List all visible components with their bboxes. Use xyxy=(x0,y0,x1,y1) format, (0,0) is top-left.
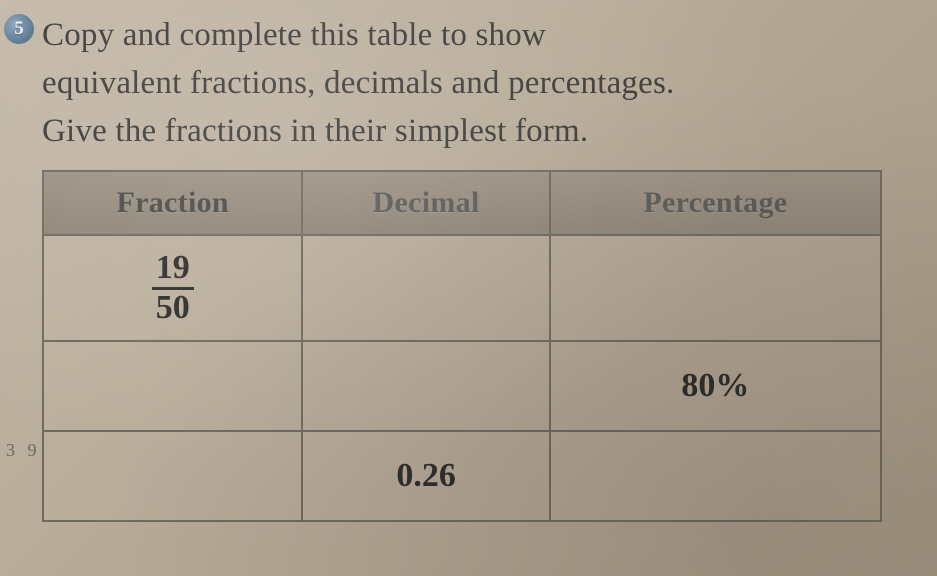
fraction-display: 19 50 xyxy=(152,251,194,325)
cell-decimal xyxy=(302,341,549,431)
question-number-bullet: 5 xyxy=(4,14,34,44)
fraction-denominator: 50 xyxy=(152,287,194,326)
table-row: 0.26 xyxy=(43,431,881,521)
cell-fraction xyxy=(43,341,302,431)
col-header-decimal: Decimal xyxy=(302,171,549,235)
prompt-line-2: equivalent fractions, decimals and perce… xyxy=(42,65,674,101)
cell-fraction: 19 50 xyxy=(43,235,302,341)
equivalence-table: Fraction Decimal Percentage 19 50 80% 0.… xyxy=(42,170,882,522)
table-row: 19 50 xyxy=(43,235,881,341)
cell-decimal: 0.26 xyxy=(302,431,549,521)
prompt-line-3: Give the fractions in their simplest for… xyxy=(42,113,588,149)
question-prompt: Copy and complete this table to show equ… xyxy=(42,12,919,156)
table-row: 80% xyxy=(43,341,881,431)
cell-percentage xyxy=(550,431,881,521)
prompt-line-1: Copy and complete this table to show xyxy=(42,17,546,53)
cell-percentage xyxy=(550,235,881,341)
cell-percentage: 80% xyxy=(550,341,881,431)
fraction-numerator: 19 xyxy=(152,251,194,287)
question-number: 5 xyxy=(14,18,24,40)
margin-marker: 3 9 xyxy=(6,440,41,461)
cell-decimal xyxy=(302,235,549,341)
col-header-percentage: Percentage xyxy=(550,171,881,235)
cell-fraction xyxy=(43,431,302,521)
table-header-row: Fraction Decimal Percentage xyxy=(43,171,881,235)
col-header-fraction: Fraction xyxy=(43,171,302,235)
